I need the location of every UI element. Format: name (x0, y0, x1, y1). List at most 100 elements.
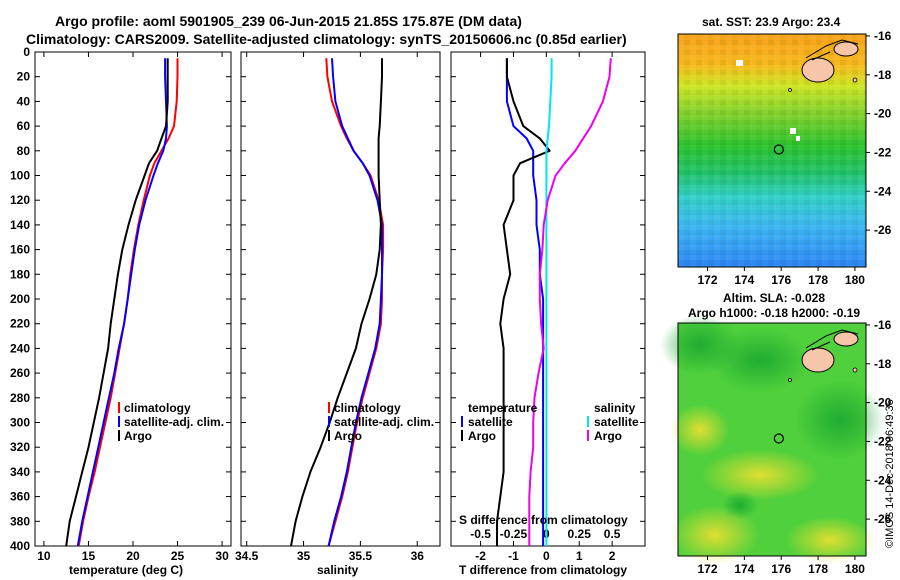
sla-map-frame (677, 322, 867, 557)
temperature-legend: climatology satellite-adj. clim. Argo (118, 401, 224, 443)
salinity-panel: 34.5 35 35.5 36 salinity climatology satell… (235, 51, 441, 577)
depth-tick-label: 20 (17, 70, 31, 84)
sst-cloud-gap (736, 60, 743, 66)
depth-tick-label: 40 (17, 94, 31, 108)
sst-map-panel: sat. SST: 23.9 Argo: 23.4 172 174 176 178 18… (677, 15, 892, 287)
map-lon-label: 178 (808, 273, 828, 287)
legend-heading-salinity: salinity (594, 401, 636, 415)
depth-tick-label: 100 (10, 169, 30, 183)
map-lon-label: 180 (845, 562, 865, 576)
sla-map-panel: Altim. SLA: -0.028 Argo h1000: -0.18 h20… (660, 291, 892, 576)
sla-low-anomaly (710, 328, 810, 392)
depth-tick-label: 200 (10, 292, 30, 306)
legend-label-t-argo: Argo (468, 429, 496, 443)
difference-legend: temperature satellite Argo salinity sate… (461, 401, 639, 443)
profile-location-marker (773, 144, 784, 155)
difference-lines (496, 58, 612, 546)
depth-tick-label: 400 (10, 539, 30, 553)
depth-tick-label: 80 (17, 144, 31, 158)
map-lat-label: -22 (874, 145, 892, 159)
legend-label-satellite: satellite-adj. clim. (124, 415, 224, 429)
s-difference-xlabel: S difference from climatology (459, 513, 628, 527)
series-line-argo (290, 58, 383, 547)
salinity-xlabel: salinity (317, 563, 359, 577)
sla-map-ticks: 172 174 176 178 180 -16 -18 -20 -22 -24 -26 (697, 318, 891, 576)
timestamp: ©IMOS 14-Dec-2018 06:49:36 (884, 399, 896, 548)
sla-map-subtitle: Argo h1000: -0.18 h2000: -0.19 (688, 306, 860, 320)
legend-label-argo: Argo (334, 429, 362, 443)
map-lat-label: -26 (874, 223, 892, 237)
reef-outline (805, 329, 859, 351)
legend-label-climatology: climatology (334, 401, 401, 415)
depth-tick-label: 240 (10, 341, 30, 355)
map-lat-label: -20 (874, 107, 892, 121)
series-line-argo (65, 58, 169, 547)
depth-tick-label: 180 (10, 267, 30, 281)
x-tick-label: 10 (37, 549, 51, 563)
island-vanua-levu (833, 41, 859, 57)
temperature-ticks: 10 15 20 25 30 (35, 51, 231, 563)
sst-field-texture (678, 34, 866, 267)
depth-tick-label: 220 (10, 317, 30, 331)
x-tick-label: 0.5 (604, 527, 621, 541)
island-viti-levu (801, 347, 835, 373)
map-lat-label: -24 (874, 473, 892, 487)
map-lat-label: -22 (874, 434, 892, 448)
depth-tick-label: 280 (10, 391, 30, 405)
difference-panel: -2 -1 0 1 2-0.5 -0.25 0 0.25 0.5 T difference fr… (450, 51, 646, 577)
sla-map-title: Altim. SLA: -0.028 (723, 291, 825, 305)
series-line-temperature-argo (496, 58, 551, 546)
x-tick-label: -0.25 (500, 527, 528, 541)
x-tick-label: 30 (215, 549, 229, 563)
legend-heading-temperature: temperature (468, 401, 538, 415)
difference-ticks: -2 -1 0 1 2-0.5 -0.25 0 0.25 0.5 (451, 51, 645, 563)
x-tick-label: 25 (171, 549, 185, 563)
salinity-legend: climatology satellite-adj. clim. Argo (328, 401, 434, 443)
reef-outline (805, 39, 859, 61)
sst-map-ticks: 172 174 176 178 180 -16 -18 -20 -22 -24 -26 (697, 29, 891, 287)
x-tick-label: 15 (82, 549, 96, 563)
x-tick-label: 35 (297, 549, 311, 563)
map-lat-label: -16 (874, 318, 892, 332)
sla-high-anomaly (670, 404, 730, 456)
islet (788, 88, 792, 92)
temperature-lines (65, 58, 179, 547)
depth-tick-label: 160 (10, 243, 30, 257)
x-tick-label: -2 (475, 549, 486, 563)
legend-label-t-satellite: satellite (468, 415, 513, 429)
depth-tick-label: 120 (10, 193, 30, 207)
map-lat-label: -18 (874, 357, 892, 371)
x-tick-label: 1 (576, 549, 583, 563)
depth-tick-label: 360 (10, 490, 30, 504)
sst-map-title: sat. SST: 23.9 Argo: 23.4 (702, 15, 841, 29)
temperature-panel: 10 15 20 25 30 temperature (deg C) climatolo… (34, 51, 232, 577)
map-lon-label: 172 (697, 562, 717, 576)
depth-tick-label: 300 (10, 416, 30, 430)
temperature-plot-frame (34, 51, 232, 547)
sla-high-anomaly (700, 449, 820, 501)
island-vanua-levu (833, 331, 859, 347)
x-tick-label: 36 (411, 549, 425, 563)
map-lon-label: 174 (734, 562, 754, 576)
x-tick-label: 0.25 (568, 527, 592, 541)
series-line-satellite-adj-clim- (327, 58, 383, 547)
legend-label-satellite: satellite-adj. clim. (334, 415, 434, 429)
t-difference-xlabel: T difference from climatology (459, 563, 627, 577)
legend-label-climatology: climatology (124, 401, 191, 415)
depth-tick-label: 260 (10, 366, 30, 380)
map-lat-label: -16 (874, 29, 892, 43)
fiji-islands (788, 329, 859, 382)
legend-label-s-satellite: satellite (594, 415, 639, 429)
depth-tick-label: 0 (23, 45, 30, 59)
temperature-xlabel: temperature (deg C) (69, 563, 183, 577)
x-tick-label: -1 (508, 549, 519, 563)
islet (852, 367, 858, 373)
depth-tick-label: 140 (10, 218, 30, 232)
sst-profile-marker (773, 144, 784, 155)
title-line-1: Argo profile: aoml 5901905_239 06-Jun-20… (55, 13, 522, 29)
series-line-climatology (325, 58, 385, 547)
island-viti-levu (801, 57, 835, 83)
map-lon-label: 174 (734, 273, 754, 287)
sla-low-anomaly (722, 491, 758, 519)
